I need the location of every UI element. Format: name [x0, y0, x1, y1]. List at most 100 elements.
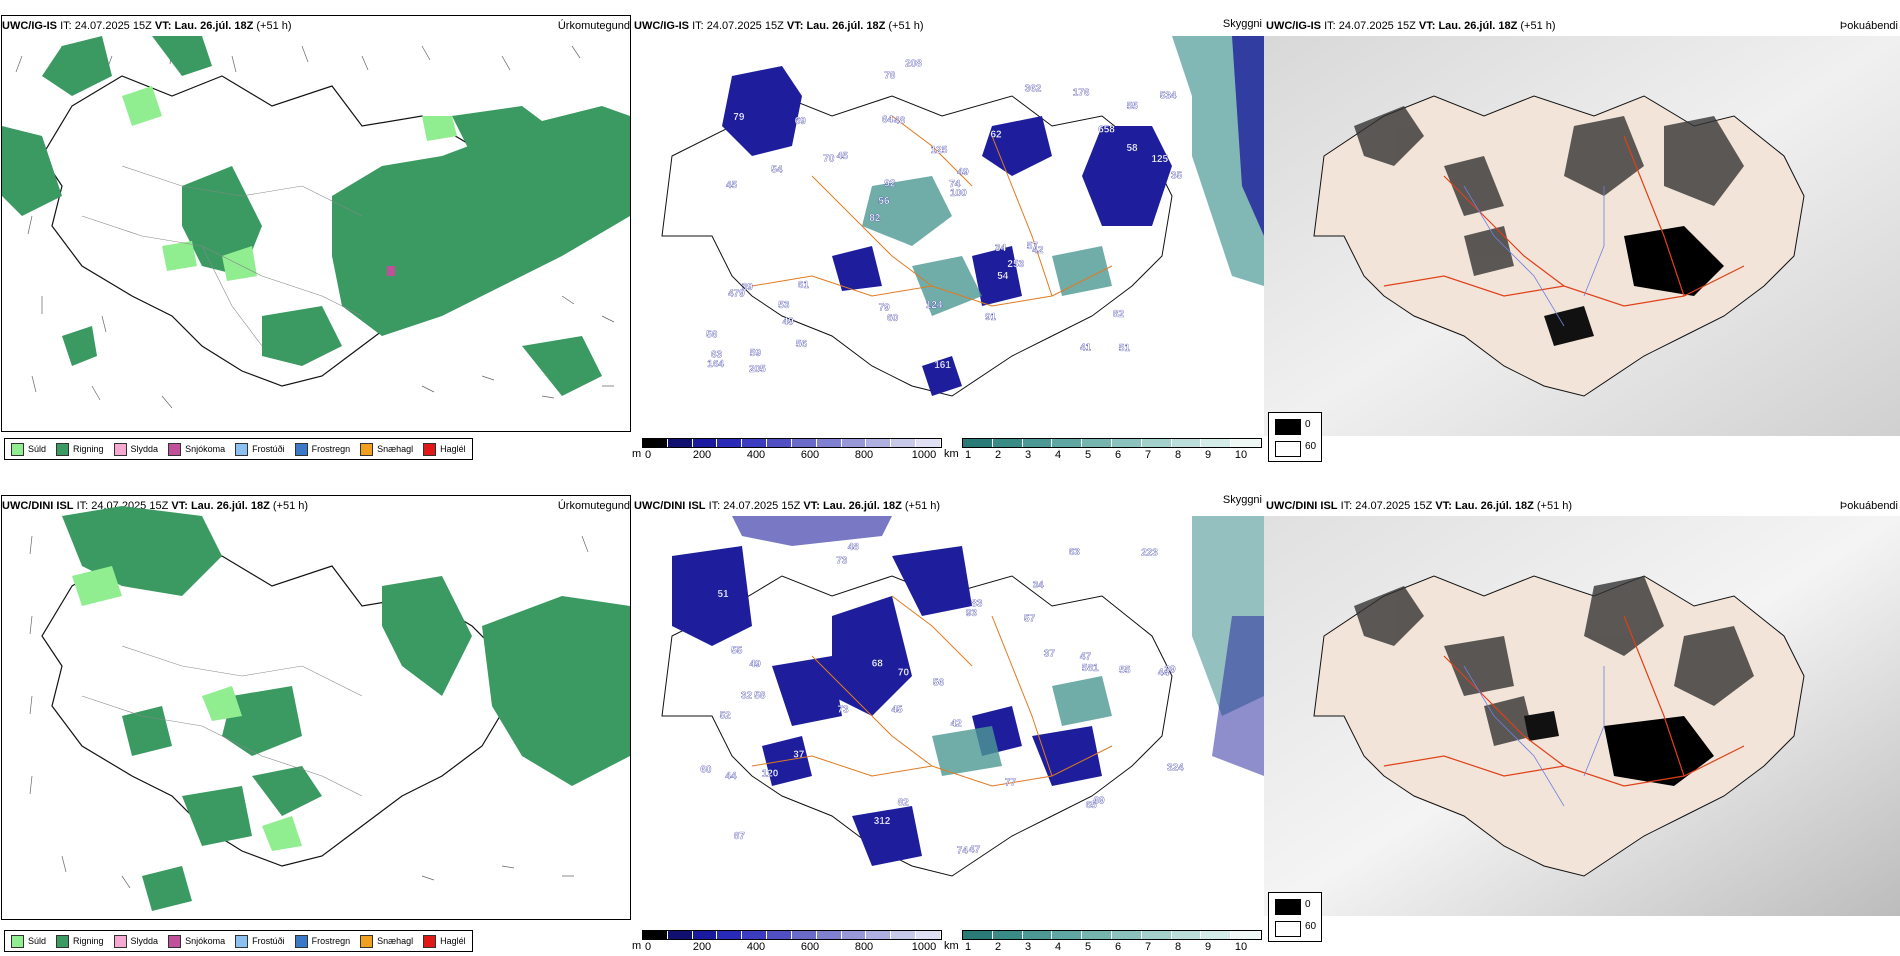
- legend-item: Frostúði: [235, 442, 285, 456]
- tick: 7: [1144, 941, 1152, 953]
- tick: 1000: [911, 449, 937, 461]
- model-name: UWC/IG-IS: [2, 20, 57, 32]
- cloudbase-label: 63: [1069, 547, 1081, 558]
- fog-legend-value: 60: [1305, 921, 1317, 932]
- legend-label: Snjókoma: [185, 444, 226, 454]
- visibility-ticks: 1 2 3 4 5 6 7 8 9 10: [962, 940, 1262, 954]
- fog-map[interactable]: [1264, 36, 1900, 436]
- cloudbase-label: 44: [1158, 667, 1170, 678]
- panel-header: UWC/DINI ISL IT: 24.07.2025 15Z VT: Lau.…: [2, 500, 630, 514]
- cloudbase-label: 41: [1080, 343, 1092, 354]
- cloudbase-label: 65: [1086, 800, 1098, 811]
- cloudbase-label: 42: [1032, 245, 1044, 256]
- vt-label: VT:: [1418, 20, 1436, 32]
- cloudbase-label: 658: [1098, 125, 1115, 136]
- cloudbase-label: 82: [1113, 309, 1125, 320]
- roads: [1383, 135, 1745, 307]
- vt-value: Lau. 26.júl. 18Z: [1438, 20, 1518, 32]
- tick: 800: [854, 449, 874, 461]
- fog-black-area: [1524, 711, 1559, 741]
- vt-label: VT:: [171, 500, 188, 512]
- fog-index-panel: UWC/DINI ISL IT: 24.07.2025 15Z VT: Lau.…: [1264, 480, 1900, 940]
- legend-label: Rigning: [73, 444, 104, 454]
- tick: 4: [1054, 449, 1062, 461]
- tick: 5: [1084, 449, 1092, 461]
- cloudbase-label: 42: [951, 719, 963, 730]
- cloudbase-label: 124: [926, 300, 943, 311]
- visibility-areas: [862, 176, 1112, 316]
- roads: [751, 115, 1113, 307]
- legend-item: Rigning: [56, 442, 104, 456]
- fog-index-panel: UWC/IG-IS IT: 24.07.2025 15Z VT: Lau. 26…: [1264, 0, 1900, 460]
- model-name: UWC/IG-IS: [1266, 20, 1321, 32]
- forecast-row-dini-isl: UWC/DINI ISL IT: 24.07.2025 15Z VT: Lau.…: [0, 480, 1900, 953]
- vt-value: Lau. 26.júl. 18Z: [822, 500, 902, 512]
- cloudbase-label: 87: [734, 831, 746, 842]
- cloudbase-label: 56: [933, 678, 945, 689]
- fog-swatch: [1275, 441, 1301, 457]
- panel-header: UWC/DINI ISL IT: 24.07.2025 15Z VT: Lau.…: [1266, 500, 1898, 514]
- cloudbase-label: 60: [887, 313, 899, 324]
- fog-map-canvas: [1264, 516, 1900, 916]
- cloudbase-label: 37: [1044, 649, 1056, 660]
- cloudbase-label: 68: [872, 658, 884, 669]
- swatch: [360, 442, 374, 456]
- legend-item: Snæhagl: [360, 934, 413, 948]
- fog-black-area: [1544, 306, 1594, 346]
- cloudbase-label: 54: [997, 271, 1009, 282]
- cloudbase-unit: m: [632, 448, 642, 460]
- visibility-unit: km: [944, 448, 959, 460]
- rain-areas: [2, 36, 630, 396]
- cloudbase-label: 70: [898, 668, 910, 679]
- cloudbase-label: 83: [971, 599, 983, 610]
- vt-value: Lau. 26.júl. 18Z: [174, 20, 254, 32]
- cloudbase-label: 64: [882, 115, 894, 126]
- vt-label: VT:: [1435, 500, 1452, 512]
- cloud-map[interactable]: 48 34 44 45 42 58 51 57 52 93 56 87 73 73 74 47 82 63 37 37…: [632, 516, 1264, 916]
- precip-map[interactable]: [1, 495, 631, 920]
- cloudbase-label: 205: [749, 364, 766, 375]
- tick: 400: [746, 449, 766, 461]
- tick: 200: [692, 941, 712, 953]
- swatch: [423, 934, 437, 948]
- tick: 2: [994, 941, 1002, 953]
- cloudbase-label: 63: [711, 350, 723, 361]
- tick: 0: [644, 941, 652, 953]
- cloudbase-label: 581: [1082, 663, 1099, 674]
- cloudbase-label: 74: [949, 179, 961, 190]
- cloudbase-label: 100: [950, 188, 967, 199]
- swatch: [168, 442, 182, 456]
- tick: 800: [854, 941, 874, 953]
- drizzle-areas: [72, 566, 302, 851]
- fog-swatch: [1275, 419, 1301, 435]
- model-name: UWC/DINI ISL: [2, 500, 74, 512]
- legend-label: Haglél: [440, 444, 466, 454]
- precip-legend: Súld Rigning Slydda Snjókoma Frostúði Fr…: [4, 438, 473, 460]
- sea-lowcloud: [1232, 36, 1264, 236]
- it-label: IT:: [708, 500, 721, 512]
- fog-black-area: [1604, 716, 1714, 786]
- fog-map[interactable]: [1264, 516, 1900, 916]
- cloud-map[interactable]: 51 45 55 82 62 59 64 125 39 45 56 49 48 49 42 79 78 35 34 5…: [632, 36, 1264, 436]
- cloudbase-label: 93: [966, 608, 978, 619]
- cloudbase-label: 69: [1094, 796, 1106, 807]
- cloudbase-label: 55: [1119, 665, 1131, 676]
- param-name: Skyggni: [1222, 18, 1262, 30]
- visibility-bar: [962, 438, 1262, 448]
- cloudbase-label: 125: [931, 145, 948, 156]
- cloudbase-label: 44: [725, 771, 737, 782]
- legend-item: Slydda: [113, 442, 158, 456]
- swatch: [168, 934, 182, 948]
- legend-label: Frostúði: [252, 444, 285, 454]
- cloud-visibility-panel: UWC/DINI ISL IT: 24.07.2025 15Z VT: Lau.…: [632, 480, 1264, 953]
- param-name: Úrkomutegund: [557, 20, 630, 32]
- model-name: UWC/IG-IS: [634, 20, 689, 32]
- cloudbase-label: 61: [798, 280, 810, 291]
- lead-time: (+51 h): [1520, 20, 1556, 32]
- precip-map[interactable]: [1, 15, 631, 432]
- cloudbase-label: 51: [718, 589, 730, 600]
- rain-areas: [62, 506, 630, 911]
- tick: 0: [644, 449, 652, 461]
- fog-legend: 0 60: [1268, 892, 1322, 942]
- cloudbase-label: 324: [1167, 763, 1184, 774]
